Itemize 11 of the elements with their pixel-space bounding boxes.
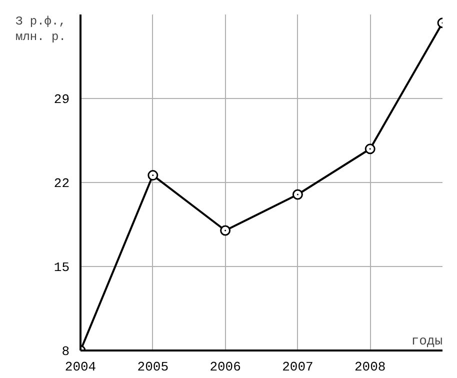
x-tick-label: 2006 (210, 360, 241, 374)
x-tick-label: 2005 (137, 360, 169, 374)
x-tick-label: 2004 (64, 360, 96, 374)
y-tick-label: 29 (54, 92, 70, 107)
x-tick-label: 2007 (282, 360, 314, 374)
y-tick-label: 8 (62, 344, 70, 359)
x-axis-title: годы (411, 334, 443, 348)
y-tick-label: 22 (54, 176, 70, 191)
y-axis-title: З р.ф., млн. р. (16, 14, 66, 44)
x-tick-label: 2008 (354, 360, 386, 374)
y-tick-label: 15 (54, 260, 70, 275)
